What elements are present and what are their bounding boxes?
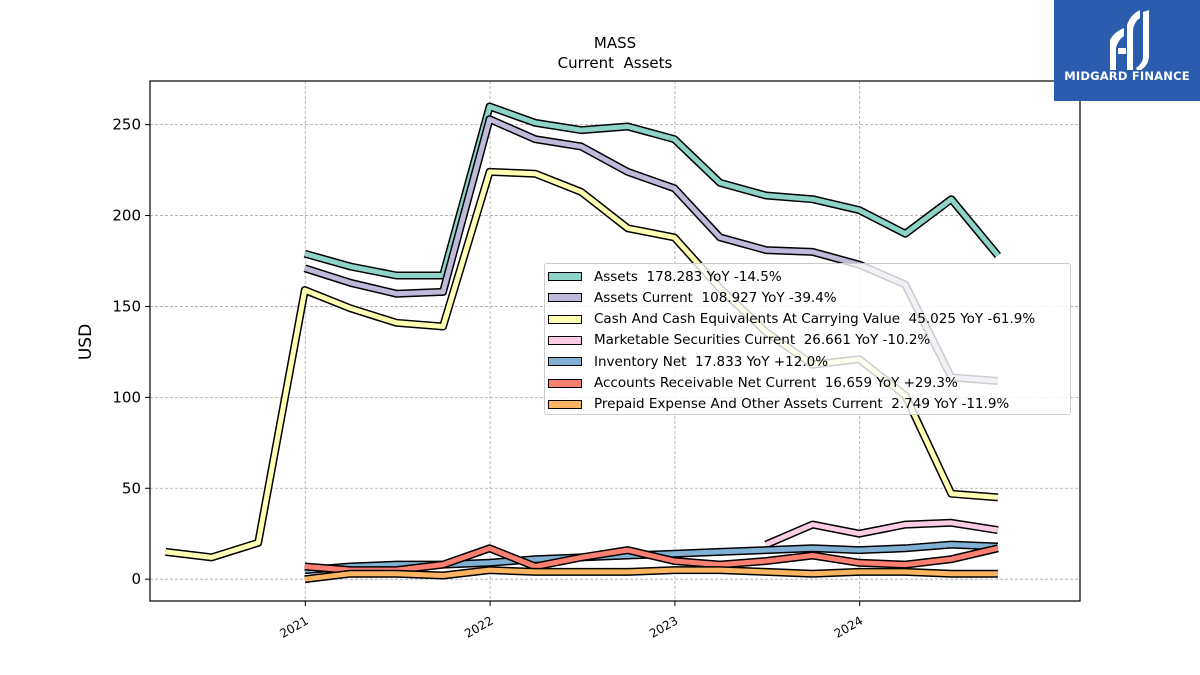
legend-label: Cash And Cash Equivalents At Carrying Va…: [594, 311, 1036, 328]
series-line: [304, 545, 999, 573]
y-ticks: 0 50 100 150 200 250: [112, 116, 150, 588]
y-axis-label: USD: [76, 324, 96, 360]
legend-swatch: [548, 357, 582, 367]
legend-item: Accounts Receivable Net Current 16.659 Y…: [547, 373, 958, 394]
series-accounts-receivable-net-current: [304, 544, 999, 575]
y-tick-label: 200: [112, 207, 141, 225]
x-tick-label: 2021: [277, 613, 310, 640]
series-line: [304, 567, 998, 582]
x-tick-label: 2024: [832, 613, 865, 640]
legend-label: Marketable Securities Current 26.661 YoY…: [594, 332, 931, 349]
y-tick-label: 50: [122, 479, 141, 497]
legend-swatch: [548, 314, 582, 324]
legend-swatch: [548, 293, 582, 303]
legend-label: Inventory Net 17.833 YoY +12.0%: [594, 353, 829, 370]
series-line: [765, 520, 999, 547]
y-tick-label: 250: [112, 116, 141, 134]
legend-item: Assets Current 108.927 YoY -39.4%: [547, 287, 837, 308]
y-tick-label: 150: [112, 297, 141, 315]
legend-label: Accounts Receivable Net Current 16.659 Y…: [594, 375, 958, 391]
legend-swatch: [548, 399, 582, 409]
chart-title: MASS: [594, 34, 636, 52]
x-ticks: 2021 2022 2023 2024: [277, 601, 865, 641]
chart-subtitle: Current Assets: [558, 54, 673, 72]
legend-swatch: [548, 335, 582, 345]
brand-logo: MIDGARD FINANCE: [1054, 0, 1200, 101]
series-assets: [303, 102, 1001, 280]
legend-label: Assets Current 108.927 YoY -39.4%: [594, 289, 837, 306]
midgard-logo-icon: [1110, 10, 1149, 70]
plot-frame: [149, 80, 1081, 602]
legend-swatch: [548, 378, 582, 388]
x-tick-label: 2023: [647, 613, 680, 640]
legend-label: Prepaid Expense And Other Assets Current…: [594, 396, 1010, 413]
legend-swatch: [548, 272, 582, 281]
legend-item: Cash And Cash Equivalents At Carrying Va…: [547, 309, 1035, 330]
legend-label: Assets 178.283 YoY -14.5%: [594, 268, 782, 285]
legend-item: Inventory Net 17.833 YoY +12.0%: [547, 351, 828, 372]
chart-legend: Assets 178.283 YoY -14.5% Assets Current …: [544, 263, 1071, 415]
series-prepaid-expense-and-other-assets-current: [304, 566, 998, 584]
series-marketable-securities-current: [764, 518, 999, 549]
legend-item: Marketable Securities Current 26.661 YoY…: [547, 330, 930, 351]
legend-item: Assets 178.283 YoY -14.5%: [547, 266, 782, 287]
x-tick-label: 2022: [462, 613, 495, 640]
legend-item: Prepaid Expense And Other Assets Current…: [547, 394, 1009, 415]
brand-name: MIDGARD FINANCE: [1064, 69, 1190, 83]
y-tick-label: 0: [131, 570, 141, 588]
series-line: [304, 104, 1000, 278]
y-tick-label: 100: [112, 388, 141, 406]
